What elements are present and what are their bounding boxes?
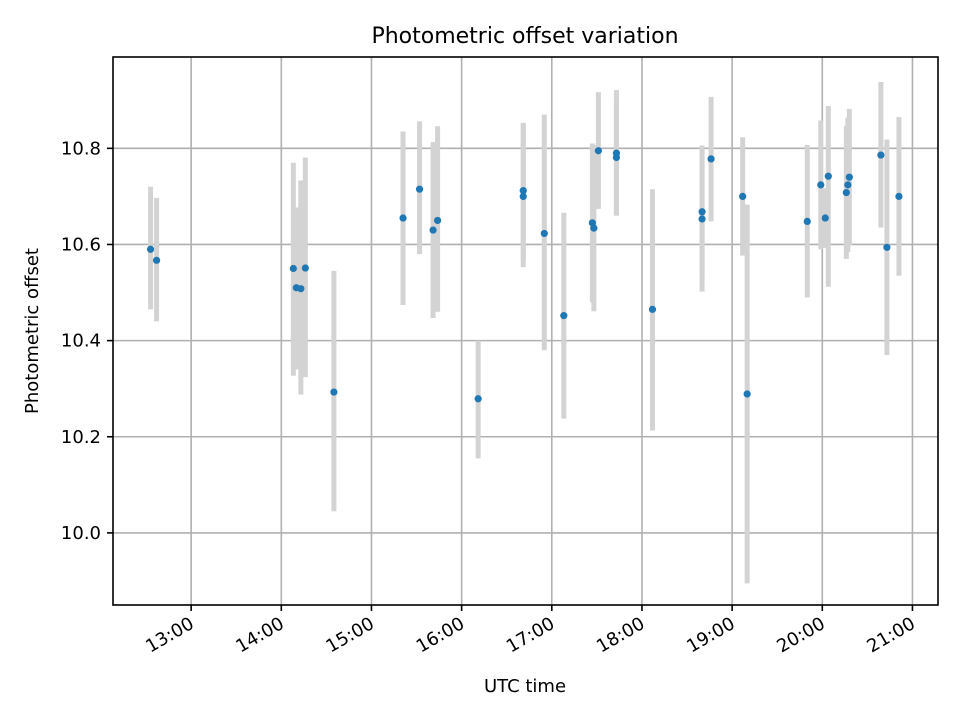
x-tick-label: 17:00 <box>503 613 558 657</box>
data-point <box>845 173 853 181</box>
data-point <box>821 214 829 222</box>
x-tick-label: 16:00 <box>413 613 468 657</box>
plot-frame <box>112 56 939 606</box>
data-point <box>743 390 751 398</box>
x-tick-label: 21:00 <box>864 613 919 657</box>
data-point <box>739 192 747 201</box>
data-point <box>707 155 715 163</box>
data-point <box>399 214 407 222</box>
data-point <box>289 264 297 273</box>
data-point <box>152 256 161 264</box>
axis-ticks: 10.0 10.2 10.4 10.6 10.8 13:00 14:00 15:00 16:00… <box>61 138 919 657</box>
data-point <box>883 243 891 251</box>
data-point <box>429 226 437 234</box>
data-point <box>474 395 482 403</box>
data-point <box>415 185 424 193</box>
x-tick-label: 19:00 <box>683 613 738 657</box>
x-axis-label: UTC time <box>484 676 566 697</box>
data-point <box>540 229 548 238</box>
data-point <box>519 187 527 195</box>
data-point <box>842 188 850 197</box>
x-tick-label: 15:00 <box>323 613 378 657</box>
data-point <box>817 181 825 189</box>
data-point <box>895 192 903 201</box>
data-point <box>433 216 442 225</box>
data-point <box>698 215 706 223</box>
error-bars <box>148 81 902 584</box>
y-axis-label: Photometric offset <box>22 248 43 414</box>
data-point <box>560 312 568 320</box>
data-point <box>698 208 706 216</box>
chart-title: Photometric offset variation <box>371 24 678 49</box>
y-tick-label: 10.8 <box>61 138 101 159</box>
x-tick-label: 20:00 <box>773 613 828 657</box>
data-point <box>612 153 621 162</box>
x-tick-label: 13:00 <box>142 613 197 657</box>
data-point <box>844 181 852 189</box>
data-points <box>146 147 903 403</box>
data-point <box>519 192 527 201</box>
data-point <box>803 217 811 225</box>
y-tick-label: 10.4 <box>61 331 101 352</box>
data-point <box>877 151 885 159</box>
data-point <box>146 245 155 253</box>
data-point <box>594 147 602 155</box>
x-tick-label: 14:00 <box>232 613 287 657</box>
data-point <box>824 172 832 180</box>
y-tick-label: 10.0 <box>61 523 101 544</box>
data-point <box>330 388 338 396</box>
data-point <box>648 305 657 313</box>
y-tick-label: 10.6 <box>61 234 101 255</box>
x-tick-label: 18:00 <box>593 613 648 657</box>
data-point <box>297 285 305 293</box>
y-tick-label: 10.2 <box>61 427 101 448</box>
data-point <box>301 264 309 272</box>
data-point <box>590 224 598 232</box>
